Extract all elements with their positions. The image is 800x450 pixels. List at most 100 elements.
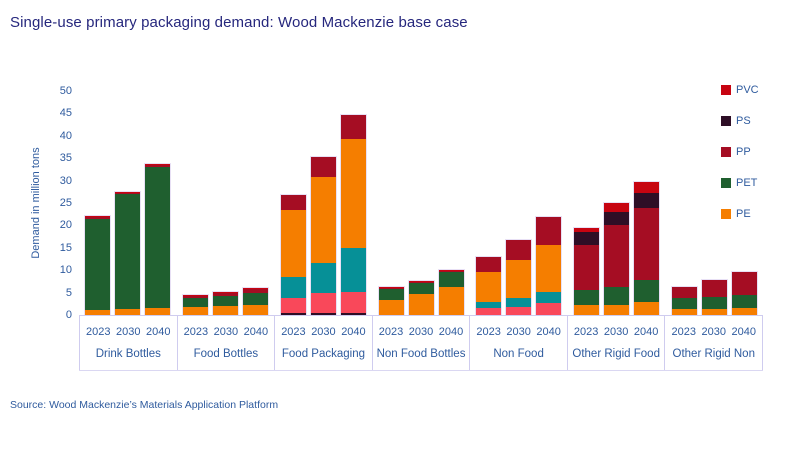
bar-segment-pp [310, 157, 336, 178]
stacked-bar [438, 269, 464, 315]
y-tick-label: 15 [59, 241, 72, 254]
group-label: Non Food [493, 348, 544, 360]
bar-segment-pet [408, 283, 434, 295]
bar-segment-pe [731, 307, 757, 315]
category-cell: 2023 2030 2040 Other Rigid Non [665, 316, 764, 370]
bar-segment-teal [310, 262, 336, 293]
bar-segment-pp [701, 280, 727, 297]
bar-segment-ps [573, 231, 599, 246]
stacked-bar [671, 286, 697, 315]
category-cell: 2023 2030 2040 Drink Bottles [79, 316, 178, 370]
bar-group [79, 91, 177, 315]
category-cell: 2023 2030 2040 Non Food [470, 316, 568, 370]
stacked-bar [701, 280, 727, 315]
bar-segment-pink [506, 307, 532, 315]
group-label: Non Food Bottles [376, 348, 466, 360]
bar-segment-pet [378, 289, 404, 301]
bar-segment-pet [701, 296, 727, 310]
stacked-bar [183, 294, 209, 315]
bar-segment-pvc [115, 191, 141, 193]
bar-segment-pe [573, 305, 599, 315]
legend-swatch-ps-icon [721, 116, 731, 126]
year-label: 2040 [146, 326, 171, 338]
bar-segment-ps [603, 212, 629, 225]
bar-segment-teal [280, 276, 306, 299]
stacked-bar [115, 191, 141, 315]
y-tick-label: 35 [59, 152, 72, 165]
bar-segment-pvc [85, 216, 111, 218]
bar-segment-pink [310, 292, 336, 313]
bar-segment-pp [536, 216, 562, 246]
bar-segment-pp [476, 256, 502, 272]
bar-segment-pet [85, 218, 111, 310]
bar-segment-pe [633, 301, 659, 315]
bar-segment-pe [340, 138, 366, 248]
bar-segment-pe [243, 305, 269, 315]
year-label: 2023 [281, 326, 306, 338]
bar-segment-pe [378, 300, 404, 315]
bar-segment-pvc [438, 269, 464, 272]
y-axis-ticks: 0 5 10 15 20 25 30 35 40 45 50 [0, 85, 72, 321]
year-label: 2023 [183, 326, 209, 338]
year-label: 2040 [341, 326, 366, 338]
bar-segment-pvc [145, 163, 171, 165]
bar-group [177, 91, 275, 315]
bar-segment-pet [633, 280, 659, 302]
bar-segment-pp [183, 295, 209, 299]
bar-group [274, 91, 372, 315]
bar-segment-pp [340, 115, 366, 139]
y-tick-label: 25 [59, 197, 72, 209]
bar-segment-pp [671, 286, 697, 299]
category-cell: 2023 2030 2040 Food Bottles [178, 316, 276, 370]
year-label: 2030 [408, 326, 434, 338]
year-row: 2023 2030 2040 [181, 326, 271, 338]
bar-segment-ps [280, 313, 306, 315]
bar-segment-pink [340, 291, 366, 314]
legend-label: PP [736, 146, 751, 158]
bar-segment-pe [671, 309, 697, 315]
year-label: 2023 [671, 326, 696, 338]
stacked-bar [603, 203, 629, 315]
bar-segment-pet [213, 296, 239, 307]
bar-segment-pe [701, 309, 727, 315]
bar-group [568, 91, 666, 315]
bar-segment-pvc [408, 281, 434, 283]
bar-segment-pvc [213, 291, 239, 293]
stacked-bar [536, 216, 562, 315]
bar-segment-pvc [183, 294, 209, 296]
bar-segment-pe [145, 307, 171, 315]
legend-swatch-pvc-icon [721, 85, 731, 95]
bar-segment-pvc [378, 287, 404, 289]
category-cell: 2023 2030 2040 Food Packaging [275, 316, 373, 370]
year-label: 2023 [378, 326, 404, 338]
year-label: 2030 [311, 326, 336, 338]
bar-segment-pvc [603, 203, 629, 213]
stacked-bar [145, 163, 171, 315]
legend-label: PS [736, 115, 751, 127]
legend-label: PET [736, 177, 758, 189]
stacked-bar [378, 287, 404, 315]
bar-segment-pe [506, 259, 532, 299]
bar-segment-pe [603, 305, 629, 315]
group-label: Other Rigid Food [572, 348, 660, 360]
bar-segment-pvc [573, 228, 599, 232]
y-tick-label: 50 [59, 85, 72, 97]
y-tick-label: 0 [65, 309, 72, 321]
bar-segment-teal [476, 301, 502, 309]
bar-segment-pet [671, 298, 697, 310]
year-label: 2040 [536, 326, 561, 338]
year-row: 2023 2030 2040 [571, 326, 661, 338]
bar-segment-pp [145, 164, 171, 167]
bar-segment-teal [536, 291, 562, 304]
stacked-bar [476, 256, 502, 315]
group-label: Food Bottles [193, 348, 259, 360]
bar-segment-pp [731, 271, 757, 295]
bar-segment-pp [633, 208, 659, 281]
bar-segment-pe [213, 306, 239, 315]
bar-segment-ps [340, 313, 366, 315]
year-label: 2040 [731, 326, 756, 338]
legend-swatch-pet-icon [721, 178, 731, 188]
legend-item-pet: PET [721, 177, 759, 189]
year-label: 2023 [86, 326, 111, 338]
bar-segment-pe [115, 308, 141, 315]
